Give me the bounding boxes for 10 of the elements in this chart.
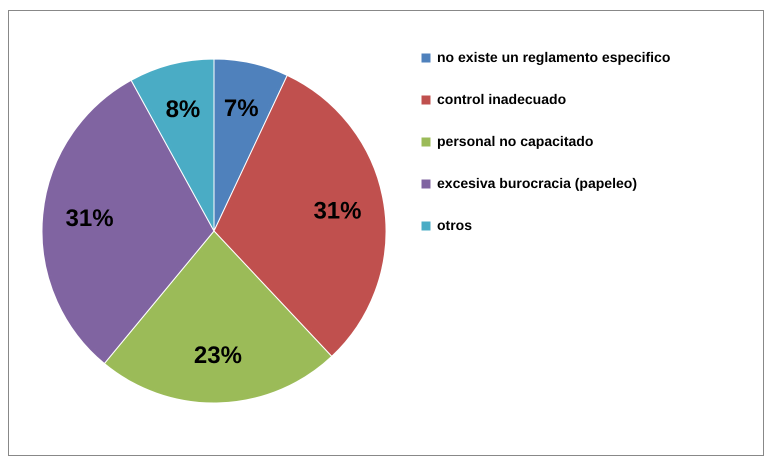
data-label: 31%: [313, 197, 362, 224]
legend-label: personal no capacitado: [437, 133, 594, 149]
legend-label: otros: [437, 217, 472, 233]
legend-label: no existe un reglamento especifico: [437, 49, 670, 65]
data-label: 31%: [66, 205, 114, 232]
data-label: 7%: [224, 95, 259, 122]
legend-label: excesiva burocracia (papeleo): [437, 175, 637, 191]
data-label: 23%: [194, 342, 242, 369]
legend-label: control inadecuado: [437, 91, 566, 107]
data-label: 8%: [166, 96, 200, 123]
